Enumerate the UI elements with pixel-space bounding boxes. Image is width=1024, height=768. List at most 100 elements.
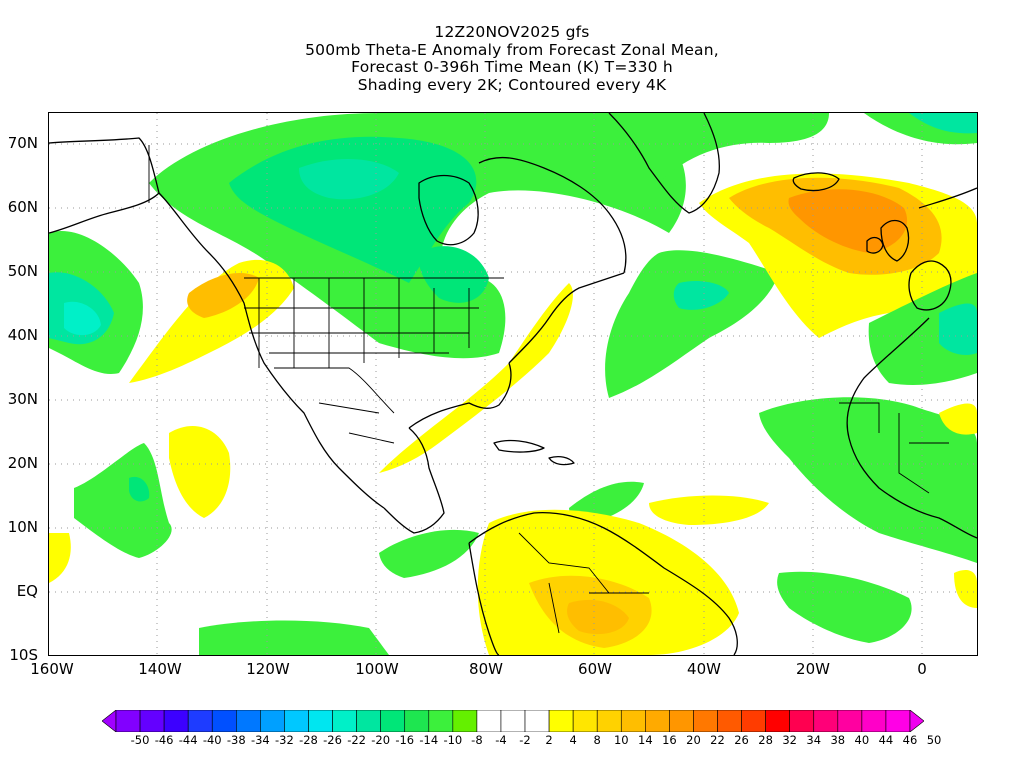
lon-label-0: 0 — [917, 660, 927, 678]
shade-south-pac-green — [199, 620, 389, 655]
shade-nafrica-green — [868, 273, 977, 385]
mexico-states — [318, 402, 395, 444]
lon-label-140w: 140W — [138, 660, 182, 678]
colorbar-label: -4 — [495, 733, 507, 747]
lon-label-40w: 40W — [687, 660, 721, 678]
colorbar-cell — [404, 710, 430, 732]
colorbar-cell — [572, 710, 598, 732]
coast-hudson — [418, 174, 479, 246]
coast-iceland — [792, 172, 840, 192]
colorbar-cell — [139, 710, 165, 732]
shade-trop-atl-yellow — [649, 495, 769, 525]
shade-centam-green — [379, 529, 479, 578]
colorbar-label: -2 — [519, 733, 531, 747]
shade-south-atl-green — [777, 571, 912, 643]
colorbar-cell — [669, 710, 694, 732]
colorbar-label: -28 — [299, 733, 318, 747]
colorbar-label: -16 — [395, 733, 415, 747]
colorbar-cell — [789, 710, 815, 732]
shade-atlantic-green — [605, 250, 779, 398]
colorbar-label: -50 — [130, 733, 150, 747]
colorbar-cell — [187, 710, 213, 732]
colorbar-cell — [380, 710, 406, 732]
title-line-1: 12Z20NOV2025 gfs — [434, 23, 590, 41]
colorbar-label: -14 — [419, 733, 439, 747]
shade-europe-core — [788, 189, 908, 253]
lat-label-60n: 60N — [7, 198, 38, 216]
coast-us-east — [508, 272, 625, 364]
colorbar-labels: -50 -46 -44 -40 -38 -34 -32 -28 -26 -22 -20 -16 -14-… — [0, 733, 1024, 749]
colorbar-cell — [260, 710, 285, 732]
colorbar-label: -20 — [371, 733, 391, 747]
lon-label-160w: 160W — [30, 660, 74, 678]
lon-label-60w: 60W — [578, 660, 612, 678]
colorbar-label: 38 — [830, 733, 846, 747]
colorbar-label: 46 — [902, 733, 918, 747]
anomaly-map — [49, 113, 977, 655]
colorbar-label: 8 — [593, 733, 601, 747]
shade-samerica-core — [567, 599, 629, 635]
colorbar-label: -40 — [202, 733, 222, 747]
state-lines-2 — [244, 307, 479, 354]
coast-british-isles — [880, 219, 910, 262]
lon-label-120w: 120W — [246, 660, 290, 678]
colorbar-arrow-low — [102, 710, 117, 732]
coast-cuba — [493, 439, 545, 453]
colorbar-label: -32 — [275, 733, 294, 747]
colorbar-cell — [693, 710, 718, 732]
lat-label-70n: 70N — [7, 134, 38, 152]
colorbar-label: -8 — [471, 733, 483, 747]
colorbar-arrow-high — [909, 710, 924, 732]
map-panel — [48, 112, 978, 656]
colorbar-label: 40 — [854, 733, 870, 747]
lat-label-20n: 20N — [7, 454, 38, 472]
colorbar-label: 50 — [926, 733, 942, 747]
title-line-3: Forecast 0-396h Time Mean (K) T=330 h — [351, 58, 673, 76]
colorbar — [102, 710, 924, 732]
colorbar-cell — [428, 710, 454, 732]
colorbar-cell — [861, 710, 887, 732]
colorbar-cell — [356, 710, 381, 732]
shade-trop-pacific-green — [74, 443, 172, 558]
colorbar-cell — [163, 710, 189, 732]
colorbar-cell — [452, 710, 478, 732]
coast-mexico — [383, 427, 445, 534]
border-us-mexico — [274, 367, 395, 414]
coast-samerica — [468, 512, 738, 655]
coast-africa — [846, 317, 977, 539]
shade-arctic-east — [609, 113, 829, 183]
colorbar-cells — [102, 710, 924, 732]
colorbar-cell — [885, 710, 911, 732]
shade-africa-yellow — [939, 403, 977, 435]
colorbar-label: -26 — [323, 733, 342, 747]
shade-trop-pacific-core — [129, 476, 150, 502]
colorbar-cell — [741, 710, 766, 732]
shade-east-us-yellow — [379, 283, 573, 473]
colorbar-label: -46 — [154, 733, 174, 747]
africa-borders — [839, 402, 949, 494]
shade-equ-yellow — [49, 533, 71, 583]
coast-alaska — [49, 137, 160, 234]
colorbar-label: -38 — [226, 733, 246, 747]
colorbar-cell — [236, 710, 261, 732]
coastlines — [49, 113, 977, 655]
lat-label-50n: 50N — [7, 262, 38, 280]
colorbar-cell — [813, 710, 839, 732]
colorbar-label: -34 — [250, 733, 270, 747]
colorbar-cell — [620, 710, 646, 732]
political-boundaries — [148, 145, 949, 634]
shade-pac-orange — [187, 273, 259, 318]
colorbar-label: 4 — [569, 733, 577, 747]
title-line-4: Shading every 2K; Contoured every 4K — [357, 75, 667, 94]
colorbar-cell — [476, 710, 502, 732]
colorbar-label: 16 — [662, 733, 677, 747]
colorbar-label: -44 — [178, 733, 198, 747]
colorbar-cell — [211, 710, 237, 732]
colorbar-cell — [500, 710, 526, 732]
lon-label-100w: 100W — [355, 660, 399, 678]
colorbar-label: 34 — [806, 733, 822, 747]
shade-trop-pac-yellow — [169, 425, 231, 518]
colorbar-label: 20 — [686, 733, 701, 747]
colorbar-label: 10 — [613, 733, 629, 747]
coast-gulf — [408, 362, 512, 429]
